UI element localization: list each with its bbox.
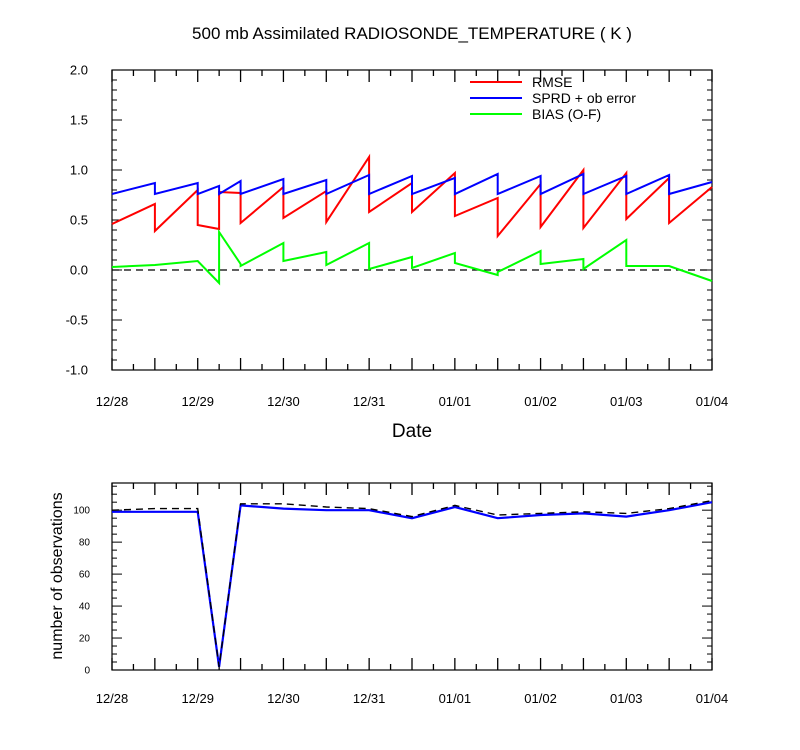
y-tick-label: 2.0: [70, 63, 88, 78]
top-y-tick-labels: -1.0 -0.5 0.0 0.5 1.0 1.5 2.0: [66, 63, 88, 378]
x-tick-label: 12/28: [96, 691, 129, 706]
obs-line-assimilated: [112, 501, 713, 667]
bottom-x-tick-labels: 12/28 12/29 12/30 12/31 01/01 01/02 01/03 01/04: [96, 691, 729, 706]
x-axis-label: Date: [392, 421, 432, 442]
top-series-group: [111, 153, 713, 286]
chart-title: 500 mb Assimilated RADIOSONDE_TEMPERATUR…: [192, 24, 632, 43]
x-tick-label: 01/02: [524, 394, 557, 409]
x-tick-label: 01/04: [696, 691, 729, 706]
x-tick-label: 12/29: [181, 691, 214, 706]
legend-label-0: RMSE: [532, 74, 572, 90]
legend-label-1: SPRD + ob error: [532, 90, 636, 106]
x-tick-label: 12/30: [267, 394, 300, 409]
legend-label-2: BIAS (O-F): [532, 106, 601, 122]
y-tick-label: -0.5: [66, 313, 88, 328]
top-x-tick-labels: 12/28 12/29 12/30 12/31 01/01 01/02 01/03 01/04: [96, 394, 729, 409]
y-tick-label: 60: [79, 570, 91, 581]
x-tick-label: 12/28: [96, 394, 129, 409]
bottom-axis-ticks: [111, 483, 713, 671]
x-tick-label: 01/03: [610, 691, 643, 706]
x-tick-label: 12/30: [267, 691, 300, 706]
y-tick-label: 80: [79, 538, 91, 549]
x-tick-label: 01/01: [439, 394, 472, 409]
x-tick-label: 12/31: [353, 691, 386, 706]
series-line-2: [111, 228, 713, 286]
bottom-y-tick-labels: 0 20 40 60 80 100: [73, 506, 90, 677]
bottom-plot-frame: [111, 482, 713, 671]
y-tick-label: 100: [73, 506, 90, 517]
x-tick-label: 12/31: [353, 394, 386, 409]
x-tick-label: 01/01: [439, 691, 472, 706]
x-tick-label: 01/04: [696, 394, 729, 409]
y-tick-label: -1.0: [66, 363, 88, 378]
y-tick-label: 0.0: [70, 263, 88, 278]
y-tick-label: 20: [79, 634, 91, 645]
y-axis-label-observations: number of observations: [49, 492, 66, 659]
x-tick-label: 01/02: [524, 691, 557, 706]
y-tick-label: 0.5: [70, 213, 88, 228]
y-tick-label: 40: [79, 602, 91, 613]
y-tick-label: 1.0: [70, 163, 88, 178]
y-tick-label: 1.5: [70, 113, 88, 128]
series-line-0: [111, 153, 713, 239]
x-tick-label: 12/29: [181, 394, 214, 409]
y-tick-label: 0: [84, 666, 90, 677]
top-plot-frame: [111, 69, 713, 371]
series-line-1: [111, 172, 713, 196]
obs-line-total: [111, 499, 713, 667]
bottom-series-group: [111, 499, 713, 667]
x-tick-label: 01/03: [610, 394, 643, 409]
top-axis-ticks: [111, 69, 713, 371]
